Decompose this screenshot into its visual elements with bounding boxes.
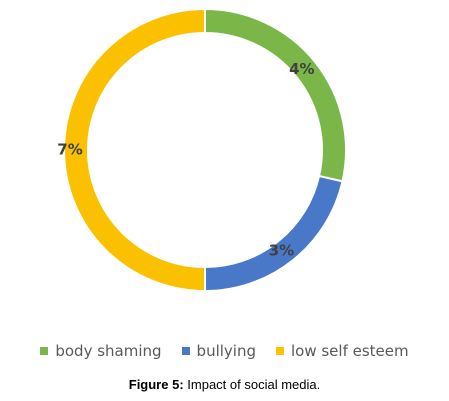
legend-label-low-self-esteem: low self esteem xyxy=(290,342,409,360)
legend-label-body-shaming: body shaming xyxy=(55,342,162,360)
data-label-low-self-esteem: 7% xyxy=(57,141,82,159)
figure-caption-text: Impact of social media. xyxy=(187,377,321,392)
legend: body shaming bullying low self esteem xyxy=(0,342,449,360)
slice-low-self-esteem xyxy=(63,7,206,293)
slice-bullying xyxy=(204,174,344,293)
legend-item-body-shaming: body shaming xyxy=(40,342,162,360)
data-label-body-shaming: 4% xyxy=(289,60,314,78)
slice-body-shaming xyxy=(204,7,347,183)
legend-swatch-bullying xyxy=(181,347,190,355)
legend-item-low-self-esteem: low self esteem xyxy=(275,342,409,360)
donut-chart: 4% 3% 7% xyxy=(57,7,347,293)
legend-label-bullying: bullying xyxy=(196,342,256,360)
legend-swatch-body-shaming xyxy=(40,347,49,355)
data-label-bullying: 3% xyxy=(269,241,294,259)
legend-swatch-low-self-esteem xyxy=(275,347,284,355)
legend-item-bullying: bullying xyxy=(181,342,256,360)
figure-caption: Figure 5: Impact of social media. xyxy=(0,377,449,392)
figure-label: Figure 5: xyxy=(128,377,184,392)
